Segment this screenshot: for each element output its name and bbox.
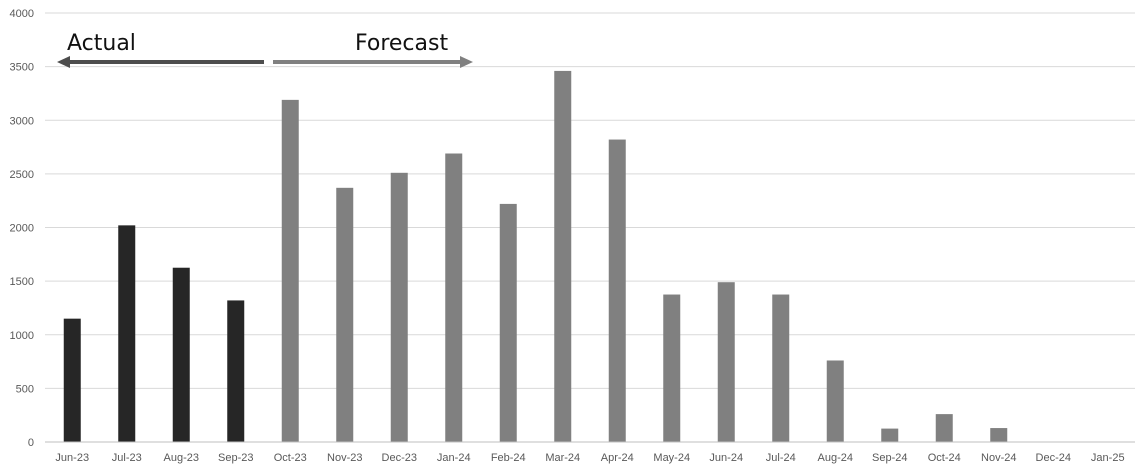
forecast-annotation: Forecast (273, 31, 473, 68)
y-axis-tick-labels: 0 500 1000 1500 2000 2500 3000 3500 4000 (10, 8, 34, 449)
forecast-annotation-label: Forecast (355, 31, 448, 56)
x-tick-label: Jun-24 (709, 452, 743, 464)
bar-forecast (663, 294, 681, 442)
y-tick-label: 0 (28, 437, 34, 449)
x-tick-label: May-24 (653, 452, 690, 464)
bar-forecast (990, 428, 1008, 442)
bar-forecast (717, 282, 735, 442)
x-tick-label: Aug-24 (818, 452, 853, 464)
y-tick-label: 2000 (10, 223, 34, 235)
x-tick-label: Jan-24 (437, 452, 471, 464)
bar-forecast (554, 70, 572, 442)
x-tick-label: Sep-23 (218, 452, 253, 464)
x-tick-label: Aug-23 (164, 452, 199, 464)
actual-annotation: Actual (57, 31, 264, 68)
bar-forecast (826, 360, 844, 442)
x-tick-label: Dec-24 (1036, 452, 1071, 464)
x-tick-label: Oct-23 (274, 452, 307, 464)
x-tick-label: Feb-24 (491, 452, 526, 464)
x-tick-label: Nov-24 (981, 452, 1016, 464)
y-tick-label: 4000 (10, 8, 34, 20)
x-tick-label: Jul-23 (112, 452, 142, 464)
x-tick-label: Dec-23 (382, 452, 417, 464)
x-tick-label: Jun-23 (55, 452, 89, 464)
x-tick-label: Sep-24 (872, 452, 907, 464)
bar-actual (227, 300, 245, 442)
bar-forecast (881, 428, 899, 442)
bar-forecast (336, 187, 354, 442)
y-tick-label: 3000 (10, 115, 34, 127)
bars (63, 70, 1008, 443)
x-tick-label: Oct-24 (928, 452, 961, 464)
gridlines (45, 12, 1135, 389)
actual-annotation-label: Actual (67, 31, 136, 56)
bar-actual (118, 225, 136, 442)
y-tick-label: 2500 (10, 169, 34, 181)
forecast-arrow-head-icon (460, 56, 473, 68)
bar-actual (172, 267, 190, 442)
bar-actual (63, 318, 81, 442)
bar-forecast (390, 172, 408, 443)
bar-forecast (772, 294, 790, 442)
y-tick-label: 1500 (10, 276, 34, 288)
x-tick-label: Mar-24 (545, 452, 580, 464)
bar-forecast (281, 99, 299, 442)
y-tick-label: 1000 (10, 330, 34, 342)
x-tick-label: Jan-25 (1091, 452, 1125, 464)
bar-forecast (445, 153, 463, 442)
x-axis-tick-labels: Jun-23 Jul-23 Aug-23 Sep-23 Oct-23 Nov-23 Dec-… (55, 452, 1124, 464)
actual-arrow-head-icon (57, 56, 70, 68)
x-tick-label: Jul-24 (766, 452, 796, 464)
y-tick-label: 500 (16, 383, 34, 395)
y-tick-label: 3500 (10, 62, 34, 74)
x-tick-label: Apr-24 (601, 452, 634, 464)
x-tick-label: Nov-23 (327, 452, 362, 464)
bar-forecast (499, 203, 517, 442)
bar-forecast (935, 414, 953, 442)
bar-forecast (608, 139, 626, 442)
